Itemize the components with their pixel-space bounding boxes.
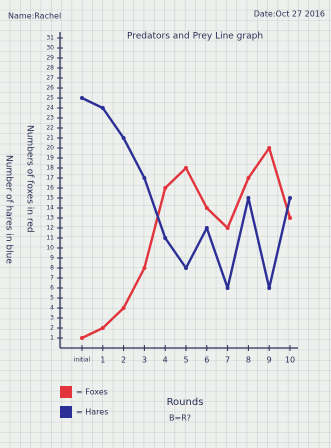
y-tick-label: 10 xyxy=(46,245,54,252)
point xyxy=(80,96,84,100)
point xyxy=(225,286,230,290)
point xyxy=(142,266,147,270)
point xyxy=(121,306,126,310)
x-tick-label: 3 xyxy=(142,356,147,365)
point xyxy=(100,106,105,110)
y-tick-label: 15 xyxy=(46,195,54,202)
y-tick-label: 13 xyxy=(46,215,54,222)
y-tick-label: 28 xyxy=(46,65,54,72)
y-tick-label: 4 xyxy=(50,305,54,312)
point xyxy=(288,196,292,200)
y-tick-label: 30 xyxy=(46,45,54,52)
y-tick-label: 25 xyxy=(46,95,54,102)
point xyxy=(288,216,292,220)
y-tick-label: 6 xyxy=(50,285,54,292)
point xyxy=(121,136,126,140)
y-tick-label: 7 xyxy=(50,275,54,282)
x-tick-label: 5 xyxy=(183,356,188,365)
date-label: Date:Oct 27 2016 xyxy=(254,10,325,19)
x-tick-label: 9 xyxy=(267,356,272,365)
point xyxy=(267,286,272,290)
legend-swatch xyxy=(60,406,72,418)
y-tick-label: 20 xyxy=(46,145,54,152)
y-tick-label: 26 xyxy=(46,85,54,92)
x-tick-label: 6 xyxy=(204,356,209,365)
chart-title: Predators and Prey Line graph xyxy=(127,32,263,42)
x-tick-label: 2 xyxy=(121,356,126,365)
y-tick-label: 19 xyxy=(46,155,54,162)
x-tick-label: initial xyxy=(74,357,91,364)
y-tick-label: 3 xyxy=(50,315,54,322)
y-tick-label: 5 xyxy=(50,295,54,302)
legend-swatch xyxy=(60,386,72,398)
y-tick-label: 12 xyxy=(46,225,54,232)
point xyxy=(100,326,105,330)
point xyxy=(246,196,251,200)
point xyxy=(163,186,168,190)
y-tick-label: 24 xyxy=(46,105,54,112)
point xyxy=(163,236,168,240)
legend-label: = Hares xyxy=(76,408,108,417)
y-tick-label: 17 xyxy=(46,175,54,182)
x-tick-label: 1 xyxy=(100,356,105,365)
y-tick-label: 11 xyxy=(46,235,54,242)
y-tick-label: 18 xyxy=(46,165,54,172)
point xyxy=(80,336,84,340)
y-tick-label: 23 xyxy=(46,115,54,122)
y-axis-label: Numbers of foxes in red xyxy=(25,125,35,233)
y-axis-label: Number of hares in blue xyxy=(4,155,14,264)
y-tick-label: 29 xyxy=(46,55,54,62)
y-tick-label: 27 xyxy=(46,75,54,82)
y-tick-label: 1 xyxy=(50,335,54,342)
legend-label: = Foxes xyxy=(76,388,108,397)
x-axis-label: Rounds xyxy=(167,397,204,408)
x-tick-label: 10 xyxy=(285,356,295,365)
x-note: B=R? xyxy=(169,414,191,423)
name-label: Name:Rachel xyxy=(8,12,61,21)
y-tick-label: 21 xyxy=(46,135,54,142)
x-tick-label: 8 xyxy=(246,356,251,365)
y-tick-label: 2 xyxy=(50,325,54,332)
y-tick-label: 31 xyxy=(46,35,54,42)
x-tick-label: 7 xyxy=(225,356,230,365)
y-tick-label: 22 xyxy=(46,125,54,132)
point xyxy=(142,176,147,180)
point xyxy=(204,206,209,210)
point xyxy=(184,166,188,170)
point xyxy=(184,266,188,270)
point xyxy=(267,146,272,150)
y-tick-label: 8 xyxy=(50,265,54,272)
y-tick-label: 9 xyxy=(50,255,54,262)
point xyxy=(225,226,230,230)
x-tick-label: 4 xyxy=(163,356,168,365)
y-tick-label: 14 xyxy=(46,205,54,212)
point xyxy=(246,176,251,180)
y-tick-label: 16 xyxy=(46,185,54,192)
point xyxy=(204,226,209,230)
